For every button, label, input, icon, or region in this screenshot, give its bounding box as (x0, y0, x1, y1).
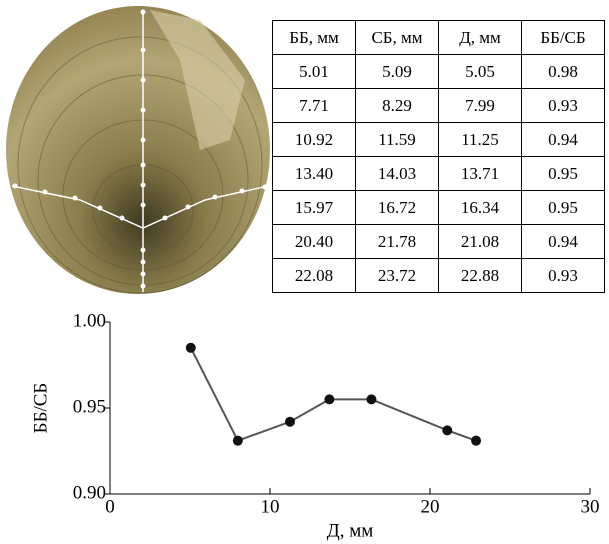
table-cell: 22.88 (439, 259, 522, 293)
table-cell: 15.97 (273, 191, 356, 225)
page: ББ, ммСБ, ммД, ммББ/СБ5.015.095.050.987.… (0, 0, 609, 544)
table-cell: 13.71 (439, 157, 522, 191)
x-axis-label: Д, мм (327, 520, 374, 541)
table-cell: 0.94 (522, 225, 605, 259)
table-cell: 7.99 (439, 89, 522, 123)
table-cell: ББ/СБ (522, 21, 605, 55)
y-axis-label: ББ/СБ (30, 383, 51, 434)
table-cell: 5.05 (439, 55, 522, 89)
table-cell: 21.78 (356, 225, 439, 259)
table-cell: 11.59 (356, 123, 439, 157)
data-point (285, 417, 295, 427)
table-cell: 22.08 (273, 259, 356, 293)
table-cell: 21.08 (439, 225, 522, 259)
data-point (366, 394, 376, 404)
x-tick-label: 20 (421, 496, 440, 517)
table-cell: 11.25 (439, 123, 522, 157)
chart: Д, мм ББ/СБ 0.90 0.95 1.00 0 10 20 30 (0, 300, 609, 544)
y-tick-label: 0.90 (73, 482, 106, 503)
table-cell: 10.92 (273, 123, 356, 157)
otolith-photo (0, 0, 272, 300)
table-cell: 16.72 (356, 191, 439, 225)
table-cell: 14.03 (356, 157, 439, 191)
table-cell: 0.94 (522, 123, 605, 157)
table-cell: Д, мм (439, 21, 522, 55)
table-cell: 8.29 (356, 89, 439, 123)
table-cell: ББ, мм (273, 21, 356, 55)
x-tick-label: 0 (105, 496, 115, 517)
series-line (191, 348, 476, 441)
table-cell: 0.95 (522, 191, 605, 225)
table-cell: 0.95 (522, 157, 605, 191)
y-tick-label: 1.00 (73, 310, 106, 331)
table-cell: 20.40 (273, 225, 356, 259)
data-point (471, 436, 481, 446)
table-cell: 0.93 (522, 89, 605, 123)
table-cell: 0.98 (522, 55, 605, 89)
x-tick-label: 10 (261, 496, 280, 517)
table-cell: 5.09 (356, 55, 439, 89)
table-cell: 13.40 (273, 157, 356, 191)
y-tick-label: 0.95 (73, 396, 106, 417)
x-tick-label: 30 (581, 496, 600, 517)
data-point (442, 425, 452, 435)
table-cell: 7.71 (273, 89, 356, 123)
table-cell: 0.93 (522, 259, 605, 293)
table-cell: 5.01 (273, 55, 356, 89)
data-point (186, 343, 196, 353)
table-cell: 23.72 (356, 259, 439, 293)
table-cell: 16.34 (439, 191, 522, 225)
table-cell: СБ, мм (356, 21, 439, 55)
data-point (324, 394, 334, 404)
data-point (233, 436, 243, 446)
